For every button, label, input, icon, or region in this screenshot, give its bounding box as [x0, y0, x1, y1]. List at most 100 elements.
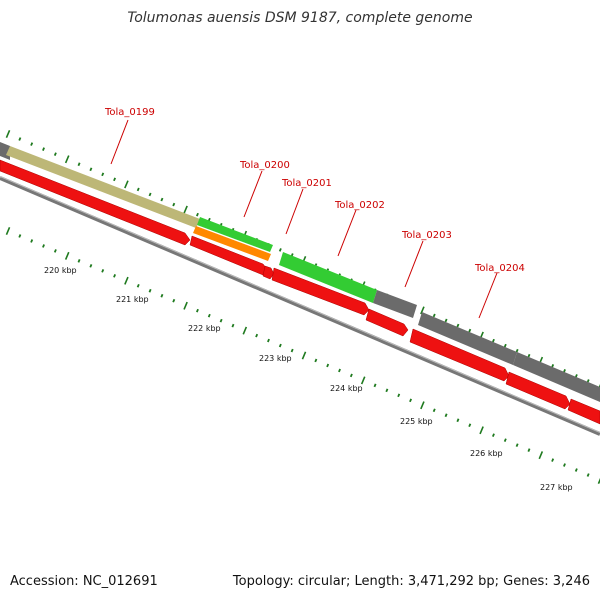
- outer-tick-minor: [136, 187, 140, 192]
- outer-tick-major: [124, 180, 129, 189]
- outer-tick-minor: [503, 343, 507, 348]
- outer-tick-minor: [444, 318, 448, 323]
- inner-tick-minor: [574, 468, 578, 472]
- inner-tick-major: [420, 401, 425, 410]
- inner-tick-major: [301, 351, 307, 360]
- outer-tick-minor: [278, 248, 282, 252]
- inner-tick-minor: [267, 338, 270, 343]
- outer-tick-minor: [515, 348, 519, 353]
- inner-tick-minor: [338, 368, 341, 373]
- outer-tick-minor: [148, 192, 152, 197]
- inner-tick-minor: [326, 363, 330, 368]
- inner-tick-minor: [231, 323, 235, 328]
- inner-tick-minor: [491, 433, 495, 438]
- kbp-label-group: 220 kbp 221 kbp 222 kbp 223 kbp 224 kbp …: [44, 266, 573, 492]
- outer-tick-minor: [160, 197, 164, 202]
- inner-tick-minor: [195, 308, 199, 313]
- outer-tick-minor: [89, 167, 93, 172]
- inner-tick-major: [124, 276, 129, 285]
- inner-tick-minor: [586, 473, 590, 477]
- feature-gray-3: [513, 352, 600, 402]
- inner-tick-marks: [5, 227, 600, 484]
- feature-red-5: [365, 308, 409, 337]
- outer-tick-minor: [491, 338, 495, 343]
- inner-tick-minor: [349, 373, 353, 378]
- forward-strand-features: [0, 142, 600, 402]
- reverse-strand-features: [0, 159, 600, 425]
- inner-tick-minor: [468, 423, 472, 428]
- kbp-label-220: 220 kbp: [44, 266, 77, 275]
- inner-tick-minor: [148, 288, 152, 293]
- feature-orange: [193, 226, 271, 261]
- kbp-label-222: 222 kbp: [188, 324, 221, 333]
- inner-tick-minor: [515, 443, 519, 447]
- inner-tick-minor: [278, 343, 282, 348]
- inner-tick-major: [538, 451, 544, 460]
- feature-red-4: [271, 267, 370, 316]
- inner-tick-major: [360, 376, 366, 385]
- inner-tick-minor: [397, 393, 401, 398]
- inner-tick-minor: [314, 358, 318, 363]
- inner-tick-major: [479, 426, 484, 435]
- outer-tick-minor: [468, 328, 472, 333]
- outer-tick-minor: [53, 152, 57, 156]
- outer-tick-major: [64, 155, 70, 164]
- inner-tick-minor: [527, 448, 531, 452]
- kbp-label-225: 225 kbp: [400, 417, 433, 426]
- kbp-label-223: 223 kbp: [259, 354, 292, 363]
- inner-tick-major: [597, 477, 600, 484]
- inner-tick-minor: [113, 273, 117, 278]
- outer-tick-minor: [113, 177, 117, 182]
- inner-tick-minor: [385, 388, 389, 393]
- gene-label-tola-0200: Tola_0200: [239, 160, 290, 171]
- backbone: [0, 176, 600, 436]
- outer-tick-minor: [30, 142, 34, 146]
- inner-tick-minor: [136, 283, 140, 288]
- outer-tick-marks: [5, 130, 600, 390]
- inner-tick-minor: [18, 234, 22, 238]
- inner-tick-minor: [172, 298, 176, 303]
- outer-tick-minor: [172, 202, 176, 207]
- map-title: Tolumonas auensis DSM 9187, complete gen…: [127, 10, 473, 26]
- kbp-label-221: 221 kbp: [116, 295, 149, 304]
- outer-tick-major: [420, 306, 425, 315]
- inner-tick-minor: [101, 269, 105, 273]
- inner-tick-minor: [89, 264, 93, 268]
- inner-tick-minor: [373, 383, 377, 388]
- outer-tick-major: [183, 205, 188, 214]
- outer-tick-minor: [77, 162, 81, 167]
- outer-tick-minor: [195, 212, 199, 217]
- inner-tick-minor: [219, 318, 223, 323]
- inner-tick-major: [64, 251, 70, 260]
- inner-tick-minor: [563, 463, 566, 467]
- accession-text: Accession: NC_012691: [10, 574, 158, 589]
- inner-tick-major: [242, 326, 248, 335]
- outer-tick-major: [5, 130, 11, 138]
- outer-tick-minor: [456, 323, 460, 328]
- feature-gray-2: [418, 312, 517, 365]
- outer-tick-minor: [432, 313, 436, 318]
- inner-tick-major: [5, 227, 11, 235]
- outer-tick-minor: [42, 147, 45, 151]
- kbp-label-227: 227 kbp: [540, 483, 573, 492]
- feature-olive: [6, 146, 200, 228]
- inner-tick-minor: [255, 333, 259, 338]
- inner-tick-minor: [53, 249, 57, 253]
- feature-red-7: [505, 371, 571, 410]
- inner-tick-minor: [551, 458, 555, 462]
- gene-label-tola-0202: Tola_0202: [334, 200, 385, 211]
- feature-red-1: [0, 159, 191, 246]
- inner-tick-major: [183, 301, 188, 310]
- gene-label-tola-0204: Tola_0204: [474, 263, 525, 274]
- inner-tick-minor: [456, 418, 460, 423]
- inner-tick-minor: [207, 313, 211, 318]
- inner-tick-minor: [77, 259, 81, 263]
- feature-red-3: [262, 265, 275, 280]
- inner-tick-minor: [290, 348, 294, 353]
- kbp-label-226: 226 kbp: [470, 449, 503, 458]
- gene-label-tola-0201: Tola_0201: [281, 178, 332, 189]
- feature-gray-1: [373, 290, 417, 318]
- feature-green-1: [197, 217, 273, 252]
- feature-red-8: [567, 398, 600, 425]
